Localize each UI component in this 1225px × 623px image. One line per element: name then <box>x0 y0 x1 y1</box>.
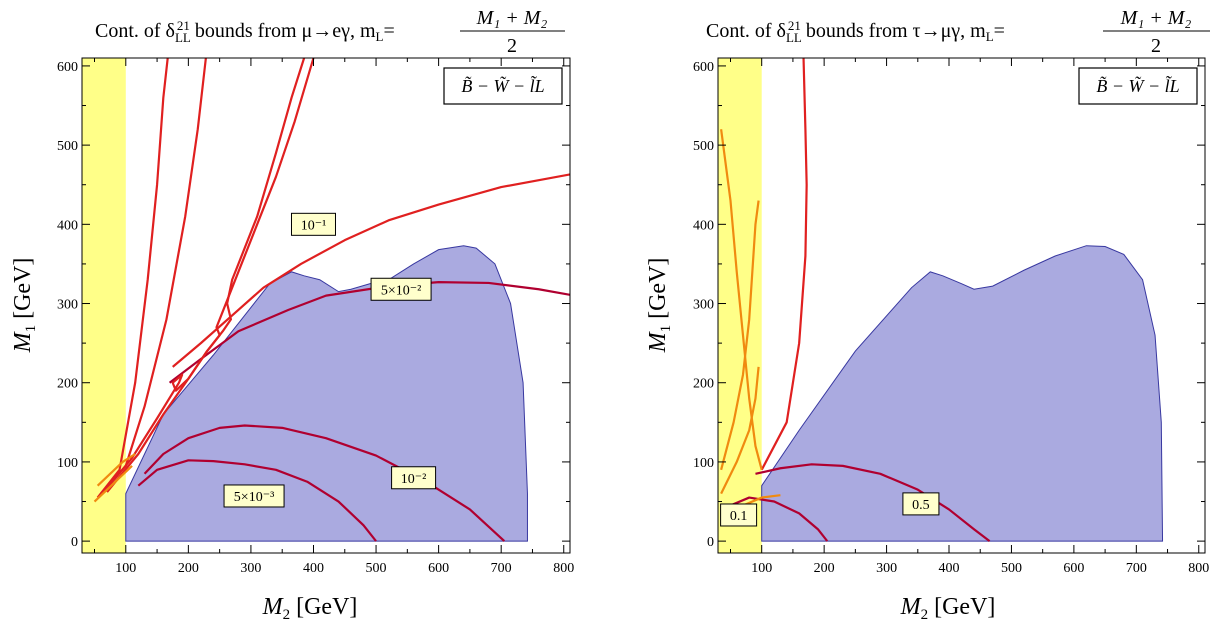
contour-label: 10⁻² <box>391 466 437 490</box>
title-fraction-denominator: 2 <box>507 35 517 57</box>
contour-line-4 <box>720 129 763 471</box>
x-tick-label: 600 <box>1063 561 1084 576</box>
svg-text:0.1: 0.1 <box>730 509 748 524</box>
contour-line-3 <box>760 58 808 471</box>
contour-line-2 <box>168 281 570 384</box>
svg-text:5×10⁻³: 5×10⁻³ <box>234 490 274 505</box>
y-tick-label: 200 <box>693 377 714 392</box>
contour-line-10 <box>96 453 136 487</box>
legend-box: B̃ − W̃ − l̃L <box>443 67 563 105</box>
x-axis-label: M2 [GeV] <box>900 594 996 623</box>
y-tick-label: 500 <box>57 139 78 154</box>
y-tick-label: 400 <box>57 218 78 233</box>
x-tick-label: 700 <box>491 561 512 576</box>
x-tick-label: 500 <box>1001 561 1022 576</box>
allowed-region <box>761 245 1164 542</box>
y-tick-label: 300 <box>57 298 78 313</box>
contour-label: 5×10⁻³ <box>223 484 285 508</box>
y-tick-label: 400 <box>693 218 714 233</box>
y-tick-label: 0 <box>71 535 78 550</box>
contour-line-4 <box>137 459 377 542</box>
legend-text: B̃ − W̃ − l̃L <box>461 75 544 96</box>
allowed-region <box>125 245 528 542</box>
contour-label: 0.5 <box>902 492 940 516</box>
contour-line-6 <box>720 366 760 495</box>
plot-frame <box>81 57 571 554</box>
legend-text: B̃ − W̃ − l̃L <box>1096 75 1179 96</box>
contour-line-5 <box>720 200 760 471</box>
chart-panel-mu-e-gamma: Cont. of δLL21 bounds from μ→eγ, mL= M₁ … <box>10 7 574 623</box>
x-tick-label: 100 <box>751 561 772 576</box>
contour-label: 10⁻¹ <box>290 212 336 236</box>
y-tick-label: 600 <box>57 60 78 75</box>
contour-label: 0.1 <box>720 503 758 527</box>
x-tick-label: 300 <box>876 561 897 576</box>
plot-contents: 0.1 0.5 <box>718 58 1164 553</box>
y-tick-label: 600 <box>693 60 714 75</box>
x-tick-label: 200 <box>178 561 199 576</box>
x-tick-label: 400 <box>303 561 324 576</box>
contour-line-3 <box>143 424 506 542</box>
x-tick-label: 800 <box>1188 561 1209 576</box>
chart-title: Cont. of δLL21 bounds from τ→μγ, mL= <box>706 18 1005 45</box>
x-tick-label: 700 <box>1126 561 1147 576</box>
y-tick-label: 100 <box>693 456 714 471</box>
plot-frame <box>717 57 1206 554</box>
contour-line-8 <box>106 58 315 493</box>
title-fraction-numerator: M₁ + M₂ <box>1120 7 1192 29</box>
y-tick-label: 500 <box>693 139 714 154</box>
y-tick-label: 200 <box>57 377 78 392</box>
y-tick-label: 100 <box>57 456 78 471</box>
x-tick-label: 800 <box>553 561 574 576</box>
contour-line-2 <box>755 463 991 542</box>
x-tick-label: 400 <box>939 561 960 576</box>
title-fraction-denominator: 2 <box>1151 35 1161 57</box>
chart-title: Cont. of δLL21 bounds from μ→eγ, mL= <box>95 18 395 45</box>
y-tick-label: 300 <box>693 298 714 313</box>
svg-text:10⁻¹: 10⁻¹ <box>301 218 327 233</box>
chart-panel-tau-mu-gamma: Cont. of δLL21 bounds from τ→μγ, mL= M₁ … <box>645 7 1210 623</box>
x-tick-label: 600 <box>428 561 449 576</box>
plot-area: 0.1 0.5 B̃ − W̃ − l̃L 100 200 300 400 500 600 700… <box>693 57 1209 576</box>
x-tick-label: 100 <box>115 561 136 576</box>
y-axis-label: M1 [GeV] <box>10 258 39 354</box>
svg-text:0.5: 0.5 <box>912 498 930 513</box>
x-tick-label: 200 <box>814 561 835 576</box>
x-tick-label: 500 <box>366 561 387 576</box>
svg-text:10⁻²: 10⁻² <box>401 472 427 487</box>
legend-box: B̃ − W̃ − l̃L <box>1078 67 1198 105</box>
plot-area: 10⁻¹ 5×10⁻² 10⁻² 5×10⁻³ B̃ − W̃ − l̃L 100 200 3… <box>57 57 574 576</box>
plot-contents: 10⁻¹ 5×10⁻² 10⁻² 5×10⁻³ <box>82 58 570 553</box>
contour-label: 5×10⁻² <box>370 277 432 301</box>
contour-line-9 <box>93 465 133 503</box>
contour-line-5 <box>96 58 169 499</box>
x-axis-label: M2 [GeV] <box>262 594 358 623</box>
svg-text:5×10⁻²: 5×10⁻² <box>381 283 421 298</box>
title-fraction-numerator: M₁ + M₂ <box>476 7 548 29</box>
x-tick-label: 300 <box>240 561 261 576</box>
y-axis-label: M1 [GeV] <box>645 258 674 354</box>
y-tick-label: 0 <box>707 535 714 550</box>
contour-line-1 <box>720 496 829 542</box>
